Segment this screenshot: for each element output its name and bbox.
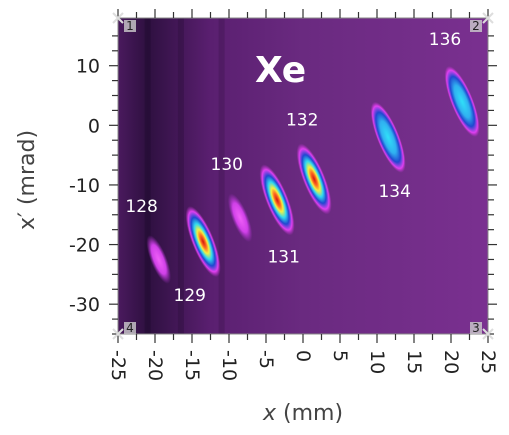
corner-box bbox=[124, 322, 136, 334]
y-axis-title: x′ (mrad) bbox=[15, 130, 40, 230]
x-tick-label: 25 bbox=[477, 350, 499, 374]
x-tick-label: 10 bbox=[366, 350, 388, 374]
peak-130 bbox=[227, 193, 253, 243]
corner-marker: 1 bbox=[112, 12, 136, 33]
element-label: Xe bbox=[255, 50, 306, 91]
background-streak bbox=[144, 18, 151, 334]
peak-label-130: 130 bbox=[211, 155, 243, 175]
y-tick-label: 0 bbox=[88, 115, 100, 137]
y-tick-label: -10 bbox=[69, 175, 100, 197]
peak-128 bbox=[146, 235, 171, 284]
x-tick-label: -15 bbox=[181, 350, 203, 381]
corner-marker: 2 bbox=[470, 12, 494, 33]
peak-label-134: 134 bbox=[378, 182, 410, 202]
peak-132 bbox=[296, 143, 332, 215]
corner-label: 2 bbox=[472, 19, 480, 33]
peak-label-129: 129 bbox=[174, 286, 206, 306]
x-tick-label: 0 bbox=[292, 350, 314, 362]
x-axis-title-var: x bbox=[262, 401, 277, 426]
corner-label: 4 bbox=[126, 321, 134, 335]
peak-129 bbox=[185, 206, 221, 278]
peak-label-131: 131 bbox=[267, 247, 299, 267]
peak-136 bbox=[444, 65, 480, 137]
background-streak bbox=[177, 18, 184, 334]
corner-marker: 4 bbox=[112, 321, 136, 340]
y-tick-label: -30 bbox=[69, 294, 100, 316]
x-tick-label: 5 bbox=[329, 350, 351, 362]
x-tick-label: 15 bbox=[403, 350, 425, 374]
peak-label-132: 132 bbox=[286, 110, 318, 130]
x-axis-title-unit: (mm) bbox=[276, 401, 343, 426]
corner-cross bbox=[482, 12, 494, 24]
corner-box bbox=[470, 20, 482, 32]
x-tick-label: 20 bbox=[440, 350, 462, 374]
peak-label-128: 128 bbox=[125, 197, 157, 217]
background-streak bbox=[218, 18, 225, 334]
x-tick-label: -5 bbox=[255, 350, 277, 369]
peaks-layer bbox=[144, 18, 480, 334]
peak-134 bbox=[370, 101, 406, 173]
corner-cross bbox=[482, 328, 494, 340]
corner-label: 1 bbox=[126, 19, 134, 33]
y-tick-label: 10 bbox=[76, 56, 100, 78]
peak-labels-layer: 128 129 130 131 132 134 136 bbox=[125, 30, 461, 306]
x-axis-title: x (mm) bbox=[262, 401, 343, 426]
x-tick-label: -20 bbox=[144, 350, 166, 381]
peak-131 bbox=[259, 164, 295, 236]
corner-box bbox=[470, 322, 482, 334]
y-tick-label: -20 bbox=[69, 235, 100, 257]
corner-box bbox=[124, 20, 136, 32]
corner-cross bbox=[112, 12, 124, 24]
x-tick-label: -25 bbox=[107, 350, 129, 381]
axes-layer: 10 0 -10 -20 -30 -25 -20 -15 -10 -5 0 5 10 15 20 25 1 2 3 4 bbox=[69, 9, 499, 381]
corner-cross bbox=[112, 328, 124, 340]
corner-label: 3 bbox=[472, 321, 480, 335]
peak-label-136: 136 bbox=[429, 30, 461, 50]
corner-marker: 3 bbox=[470, 321, 494, 340]
x-tick-label: -10 bbox=[218, 350, 240, 381]
